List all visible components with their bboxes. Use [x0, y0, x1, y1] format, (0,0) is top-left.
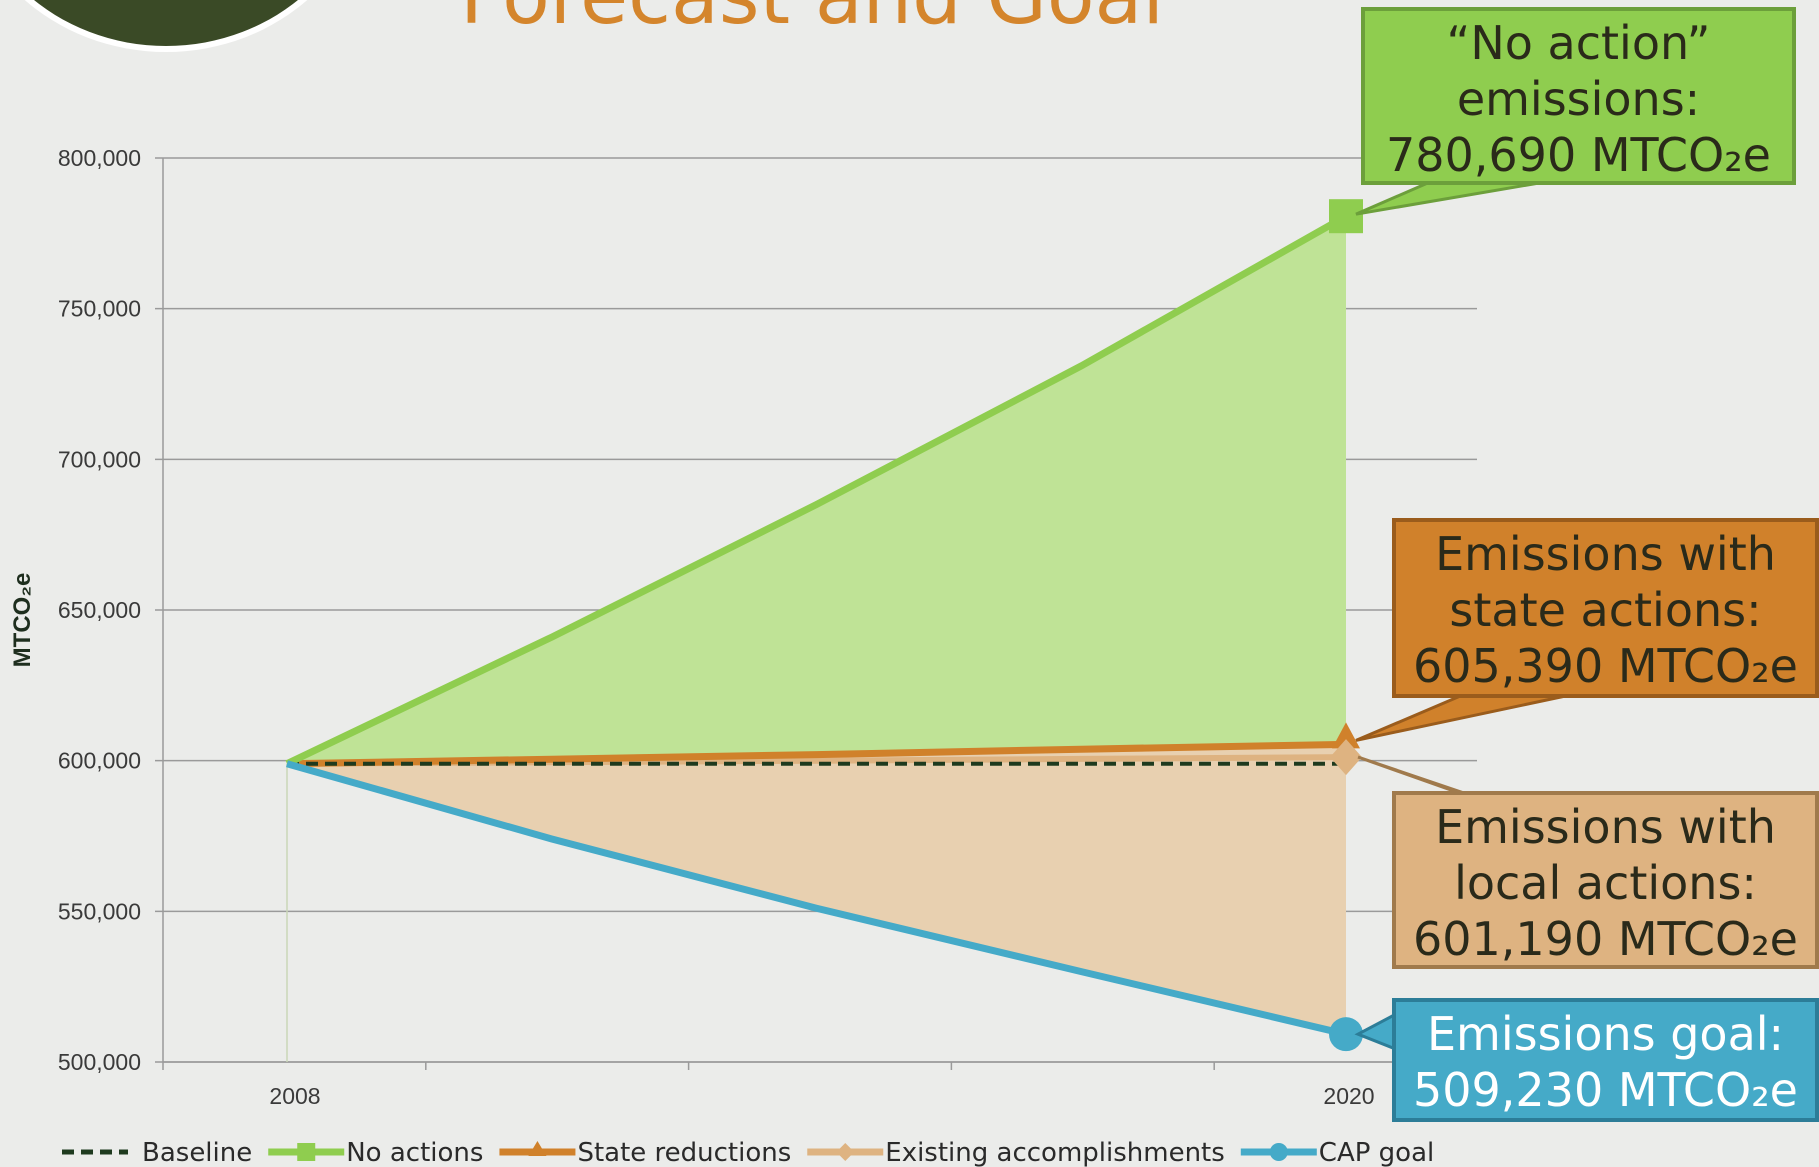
marker-no-action-end [1329, 199, 1363, 234]
y-tick-label: 700,000 [58, 446, 141, 472]
callout-goal: Emissions goal: 509,230 MTCO₂e [1392, 998, 1819, 1122]
callout-pointer-state [1355, 692, 1576, 742]
page-title: Forecast and Goal [460, 0, 1164, 42]
y-tick-label: 550,000 [58, 898, 141, 924]
callout-pointer-no-action [1355, 180, 1546, 216]
series-line-goal [286, 760, 1347, 1038]
callout-local-label: Emissions with local actions: [1435, 800, 1776, 910]
marker-goal-end [1329, 1017, 1363, 1052]
callout-state-actions: Emissions with state actions: 605,390 MT… [1392, 518, 1819, 698]
x-tick-label: 2020 [1323, 1083, 1374, 1109]
legend: Baseline No actions State reductions Existi… [62, 1138, 1434, 1167]
legend-label-existing: Existing accomplishments [885, 1138, 1225, 1167]
legend-label-state: State reductions [577, 1138, 791, 1167]
callout-local-value: 601,190 MTCO₂e [1412, 912, 1798, 966]
y-tick-label: 500,000 [58, 1049, 141, 1075]
y-tick-label: 800,000 [58, 145, 141, 171]
area-local-actions [287, 744, 1346, 1035]
legend-label-no_action: No actions [346, 1138, 483, 1167]
marker-existing-end [1330, 739, 1362, 776]
area-no-action [287, 216, 1346, 764]
legend-marker-goal [1269, 1143, 1288, 1161]
y-axis-label: MTCO₂e [9, 573, 36, 668]
marker-state-end [1332, 722, 1360, 749]
legend-label-goal: CAP goal [1319, 1138, 1434, 1167]
legend-marker-no-action [297, 1143, 316, 1161]
callout-no-action-label: “No action” emissions: [1446, 16, 1711, 126]
callout-state-label: Emissions with state actions: [1435, 527, 1776, 637]
callout-goal-value: 509,230 MTCO₂e [1412, 1063, 1798, 1117]
callout-local-actions: Emissions with local actions: 601,190 MT… [1392, 791, 1819, 969]
legend-marker-existing [836, 1143, 855, 1161]
callout-no-action-value: 780,690 MTCO₂e [1385, 128, 1771, 182]
callout-state-value: 605,390 MTCO₂e [1412, 639, 1798, 693]
y-tick-label: 750,000 [58, 296, 141, 322]
legend-marker-state [528, 1141, 547, 1156]
callout-pointer-local [1357, 755, 1471, 797]
series-line-state [286, 740, 1347, 768]
callout-goal-label: Emissions goal: [1426, 1007, 1785, 1061]
legend-label-baseline: Baseline [142, 1138, 252, 1167]
callout-no-action: “No action” emissions: 780,690 MTCO₂e [1361, 7, 1796, 185]
series-line-no-action [285, 213, 1348, 767]
x-tick-label: 2008 [269, 1083, 320, 1109]
y-tick-label: 650,000 [58, 597, 141, 623]
y-tick-label: 600,000 [58, 748, 141, 774]
